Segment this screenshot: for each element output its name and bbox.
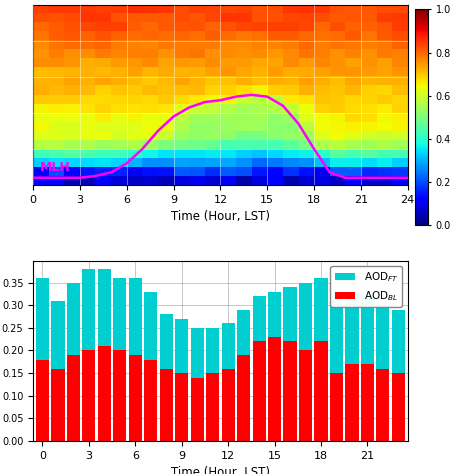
Bar: [144, 292, 157, 359]
Bar: [51, 301, 64, 369]
Bar: [314, 341, 328, 441]
Bar: [113, 350, 127, 441]
Bar: [160, 369, 173, 441]
Bar: [191, 378, 204, 441]
Bar: [283, 341, 297, 441]
Bar: [268, 292, 281, 337]
X-axis label: Time (Hour, LST): Time (Hour, LST): [171, 210, 270, 223]
Bar: [253, 296, 265, 341]
Bar: [361, 364, 374, 441]
Bar: [51, 369, 64, 441]
X-axis label: Time (Hour, LST): Time (Hour, LST): [171, 466, 270, 474]
Text: MLH: MLH: [39, 162, 70, 174]
Bar: [129, 278, 142, 355]
Bar: [237, 355, 250, 441]
Bar: [376, 305, 390, 369]
Bar: [36, 359, 49, 441]
Bar: [221, 323, 235, 369]
Bar: [346, 292, 358, 364]
Bar: [36, 278, 49, 359]
Bar: [361, 296, 374, 364]
Bar: [82, 350, 95, 441]
Bar: [346, 364, 358, 441]
Bar: [160, 314, 173, 369]
Bar: [175, 373, 188, 441]
Bar: [206, 328, 219, 373]
Bar: [191, 328, 204, 378]
Bar: [144, 359, 157, 441]
Bar: [392, 310, 405, 373]
Bar: [330, 292, 343, 373]
Bar: [268, 337, 281, 441]
Bar: [98, 269, 111, 346]
Bar: [299, 283, 312, 350]
Bar: [82, 269, 95, 350]
Bar: [67, 355, 80, 441]
Bar: [283, 287, 297, 341]
Bar: [113, 278, 127, 350]
Legend: AOD$_{FT}$, AOD$_{BL}$: AOD$_{FT}$, AOD$_{BL}$: [330, 266, 402, 307]
Bar: [314, 278, 328, 341]
Bar: [98, 346, 111, 441]
Bar: [237, 310, 250, 355]
Bar: [330, 373, 343, 441]
Bar: [253, 341, 265, 441]
Bar: [129, 355, 142, 441]
Bar: [392, 373, 405, 441]
Bar: [376, 369, 390, 441]
Bar: [67, 283, 80, 355]
Bar: [299, 350, 312, 441]
Bar: [221, 369, 235, 441]
Bar: [206, 373, 219, 441]
Bar: [175, 319, 188, 373]
